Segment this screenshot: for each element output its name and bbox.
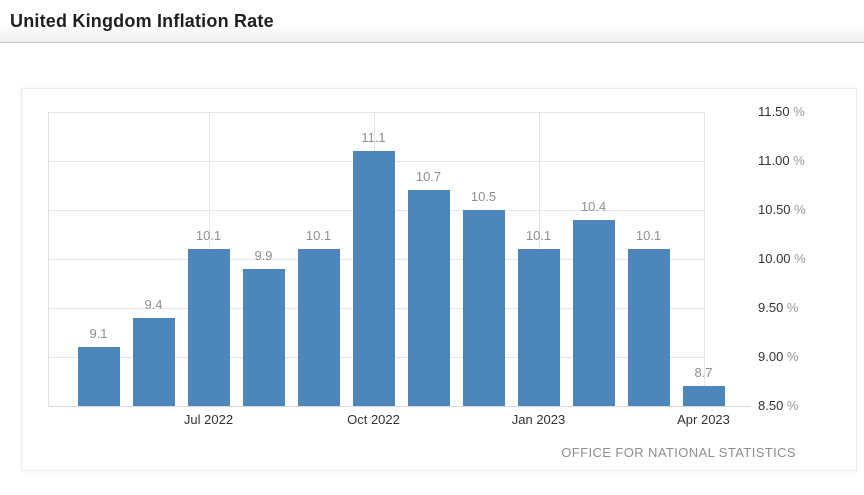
- bar[interactable]: [517, 249, 560, 406]
- y-tick-number: 11.00: [758, 153, 790, 168]
- y-axis-tick-label: 9.50 %: [758, 300, 798, 315]
- bar[interactable]: [132, 317, 175, 406]
- bar-value-label: 9.9: [254, 247, 273, 263]
- bar[interactable]: [407, 190, 450, 406]
- x-axis-tick-label: Jan 2023: [511, 412, 566, 427]
- bar[interactable]: [462, 210, 505, 406]
- y-axis-tick-label: 10.00 %: [758, 251, 806, 266]
- bar-value-label: 10.7: [415, 169, 442, 185]
- x-axis-tick-label: Apr 2023: [677, 412, 730, 427]
- y-axis-tick-label: 10.50 %: [758, 202, 806, 217]
- bar[interactable]: [242, 268, 285, 406]
- y-tick-number: 9.50: [758, 300, 784, 315]
- bar[interactable]: [77, 347, 120, 406]
- y-tick-percent-suffix: %: [790, 202, 806, 217]
- bar-value-label: 9.1: [89, 326, 108, 342]
- bar-value-label: 10.1: [305, 228, 332, 244]
- bar-value-label: 10.4: [580, 198, 607, 214]
- y-tick-percent-suffix: %: [783, 300, 799, 315]
- y-tick-number: 8.50: [758, 398, 784, 413]
- y-tick-number: 9.00: [758, 349, 784, 364]
- bar-value-label: 8.7: [694, 365, 713, 381]
- bar-value-label: 10.1: [195, 228, 222, 244]
- y-axis-tick-label: 8.50 %: [758, 398, 798, 413]
- y-tick-percent-suffix: %: [789, 153, 805, 168]
- y-axis-tick-label: 11.00 %: [758, 153, 805, 168]
- gridline-horizontal: [48, 112, 704, 113]
- y-tick-number: 10.00: [758, 251, 791, 266]
- bar[interactable]: [352, 151, 395, 406]
- y-tick-percent-suffix: %: [789, 104, 805, 119]
- chart-attribution: OFFICE FOR NATIONAL STATISTICS: [561, 445, 796, 460]
- chart-card: 11.50 % 11.00 % 10.50 % 10.00 % 9.50 % 9.00 %…: [21, 88, 857, 471]
- y-tick-percent-suffix: %: [783, 349, 799, 364]
- y-tick-number: 11.50: [758, 104, 790, 119]
- y-axis-tick-label: 11.50 %: [758, 104, 805, 119]
- bar[interactable]: [187, 249, 230, 406]
- bar[interactable]: [572, 219, 615, 406]
- bar[interactable]: [297, 249, 340, 406]
- bar-value-label: 10.5: [470, 189, 497, 204]
- gridline-vertical: [703, 112, 705, 406]
- y-axis-line: [48, 112, 49, 406]
- x-axis-tick-label: Jul 2022: [183, 412, 234, 427]
- y-tick-number: 10.50: [758, 202, 791, 217]
- bar[interactable]: [682, 386, 725, 406]
- x-axis-tick-label: Oct 2022: [347, 412, 400, 427]
- chart-plot: 11.50 % 11.00 % 10.50 % 10.00 % 9.50 % 9.00 %…: [22, 89, 856, 470]
- bar[interactable]: [627, 249, 670, 406]
- bar-value-label: 9.4: [144, 296, 163, 312]
- y-tick-percent-suffix: %: [783, 398, 799, 413]
- page-title: United Kingdom Inflation Rate: [10, 10, 274, 31]
- x-axis-line: [48, 406, 751, 407]
- page-header: United Kingdom Inflation Rate: [0, 0, 864, 43]
- bar-value-label: 11.1: [361, 130, 386, 146]
- bar-value-label: 10.1: [525, 228, 552, 244]
- y-axis-tick-label: 9.00 %: [758, 349, 798, 364]
- y-tick-percent-suffix: %: [790, 251, 806, 266]
- bar-value-label: 10.1: [635, 228, 662, 244]
